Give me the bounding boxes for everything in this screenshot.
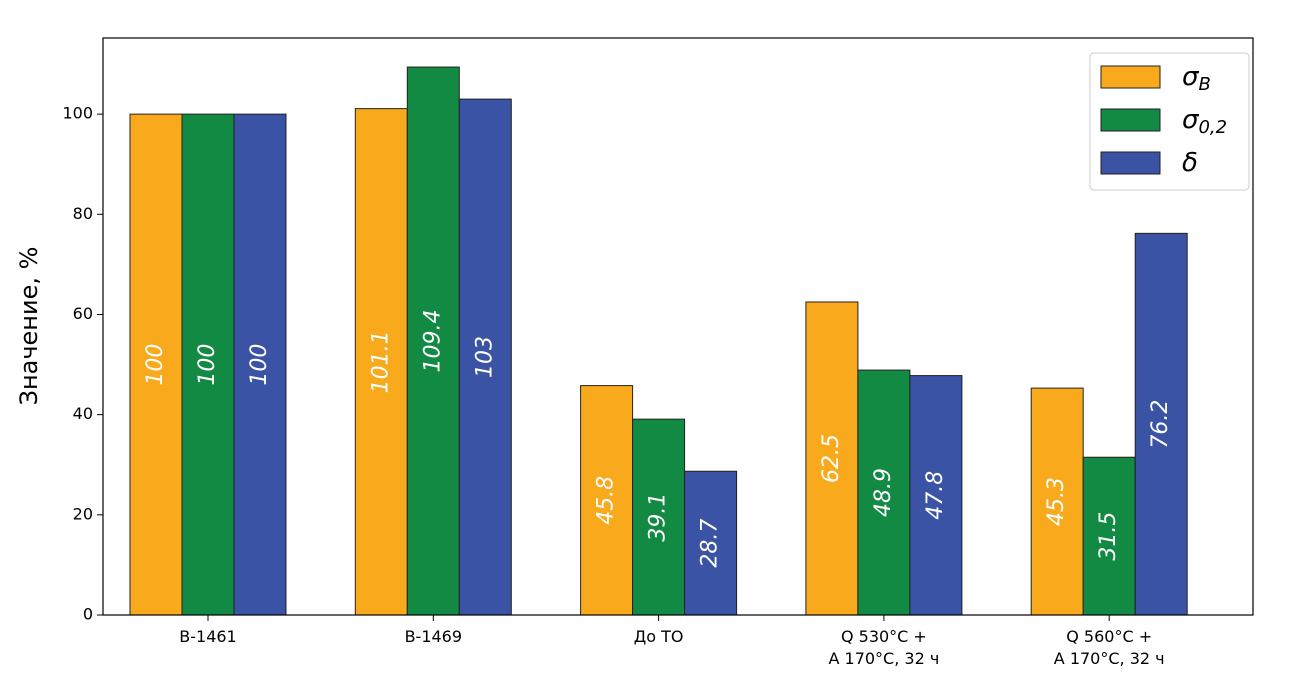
x-tick-label: B-1469 — [405, 627, 462, 646]
bar — [909, 375, 963, 616]
x-tick-label: До ТО — [634, 627, 684, 646]
value-label: 45.3 — [1044, 477, 1069, 526]
y-axis-label: Значение, % — [15, 247, 43, 406]
bar — [181, 113, 235, 616]
legend-label: δ — [1182, 148, 1198, 178]
y-tick-label: 60 — [73, 304, 93, 323]
value-label: 47.8 — [923, 471, 948, 520]
bar — [1030, 387, 1084, 616]
y-tick-label: 20 — [73, 504, 93, 523]
y-tick-label: 0 — [83, 605, 93, 624]
legend-swatch — [1100, 108, 1161, 132]
value-label: 101.1 — [368, 330, 393, 393]
bar — [1082, 456, 1136, 616]
value-label: 28.7 — [698, 519, 723, 568]
x-tick-label: Q 560°C + A 170°C, 32 ч — [1054, 627, 1165, 668]
legend-swatch — [1100, 65, 1161, 89]
bar — [580, 385, 634, 616]
value-label: 31.5 — [1096, 512, 1121, 561]
value-label: 100 — [247, 344, 272, 386]
value-label: 45.8 — [594, 476, 619, 525]
legend-label: σB — [1182, 62, 1211, 96]
value-label: 100 — [143, 344, 168, 386]
bar — [1134, 232, 1188, 616]
bar — [458, 98, 512, 616]
x-tick-label: B-1461 — [179, 627, 236, 646]
legend-label: σ0,2 — [1182, 105, 1227, 139]
plot-frame — [102, 37, 1254, 616]
legend-swatch — [1100, 151, 1161, 175]
bar — [233, 113, 287, 616]
x-tick-label: Q 530°C + A 170°C, 32 ч — [828, 627, 939, 668]
value-label: 103 — [472, 336, 497, 378]
y-tick-label: 100 — [62, 104, 93, 123]
value-label: 109.4 — [420, 310, 445, 373]
bar — [632, 418, 686, 616]
bar — [805, 301, 859, 616]
bar — [857, 369, 911, 616]
value-label: 39.1 — [646, 493, 671, 542]
value-label: 48.9 — [871, 468, 896, 517]
y-tick-label: 40 — [73, 404, 93, 423]
value-label: 76.2 — [1148, 400, 1173, 449]
value-label: 62.5 — [819, 434, 844, 483]
value-label: 100 — [195, 344, 220, 386]
bar — [684, 470, 738, 616]
y-tick-label: 80 — [73, 204, 93, 223]
